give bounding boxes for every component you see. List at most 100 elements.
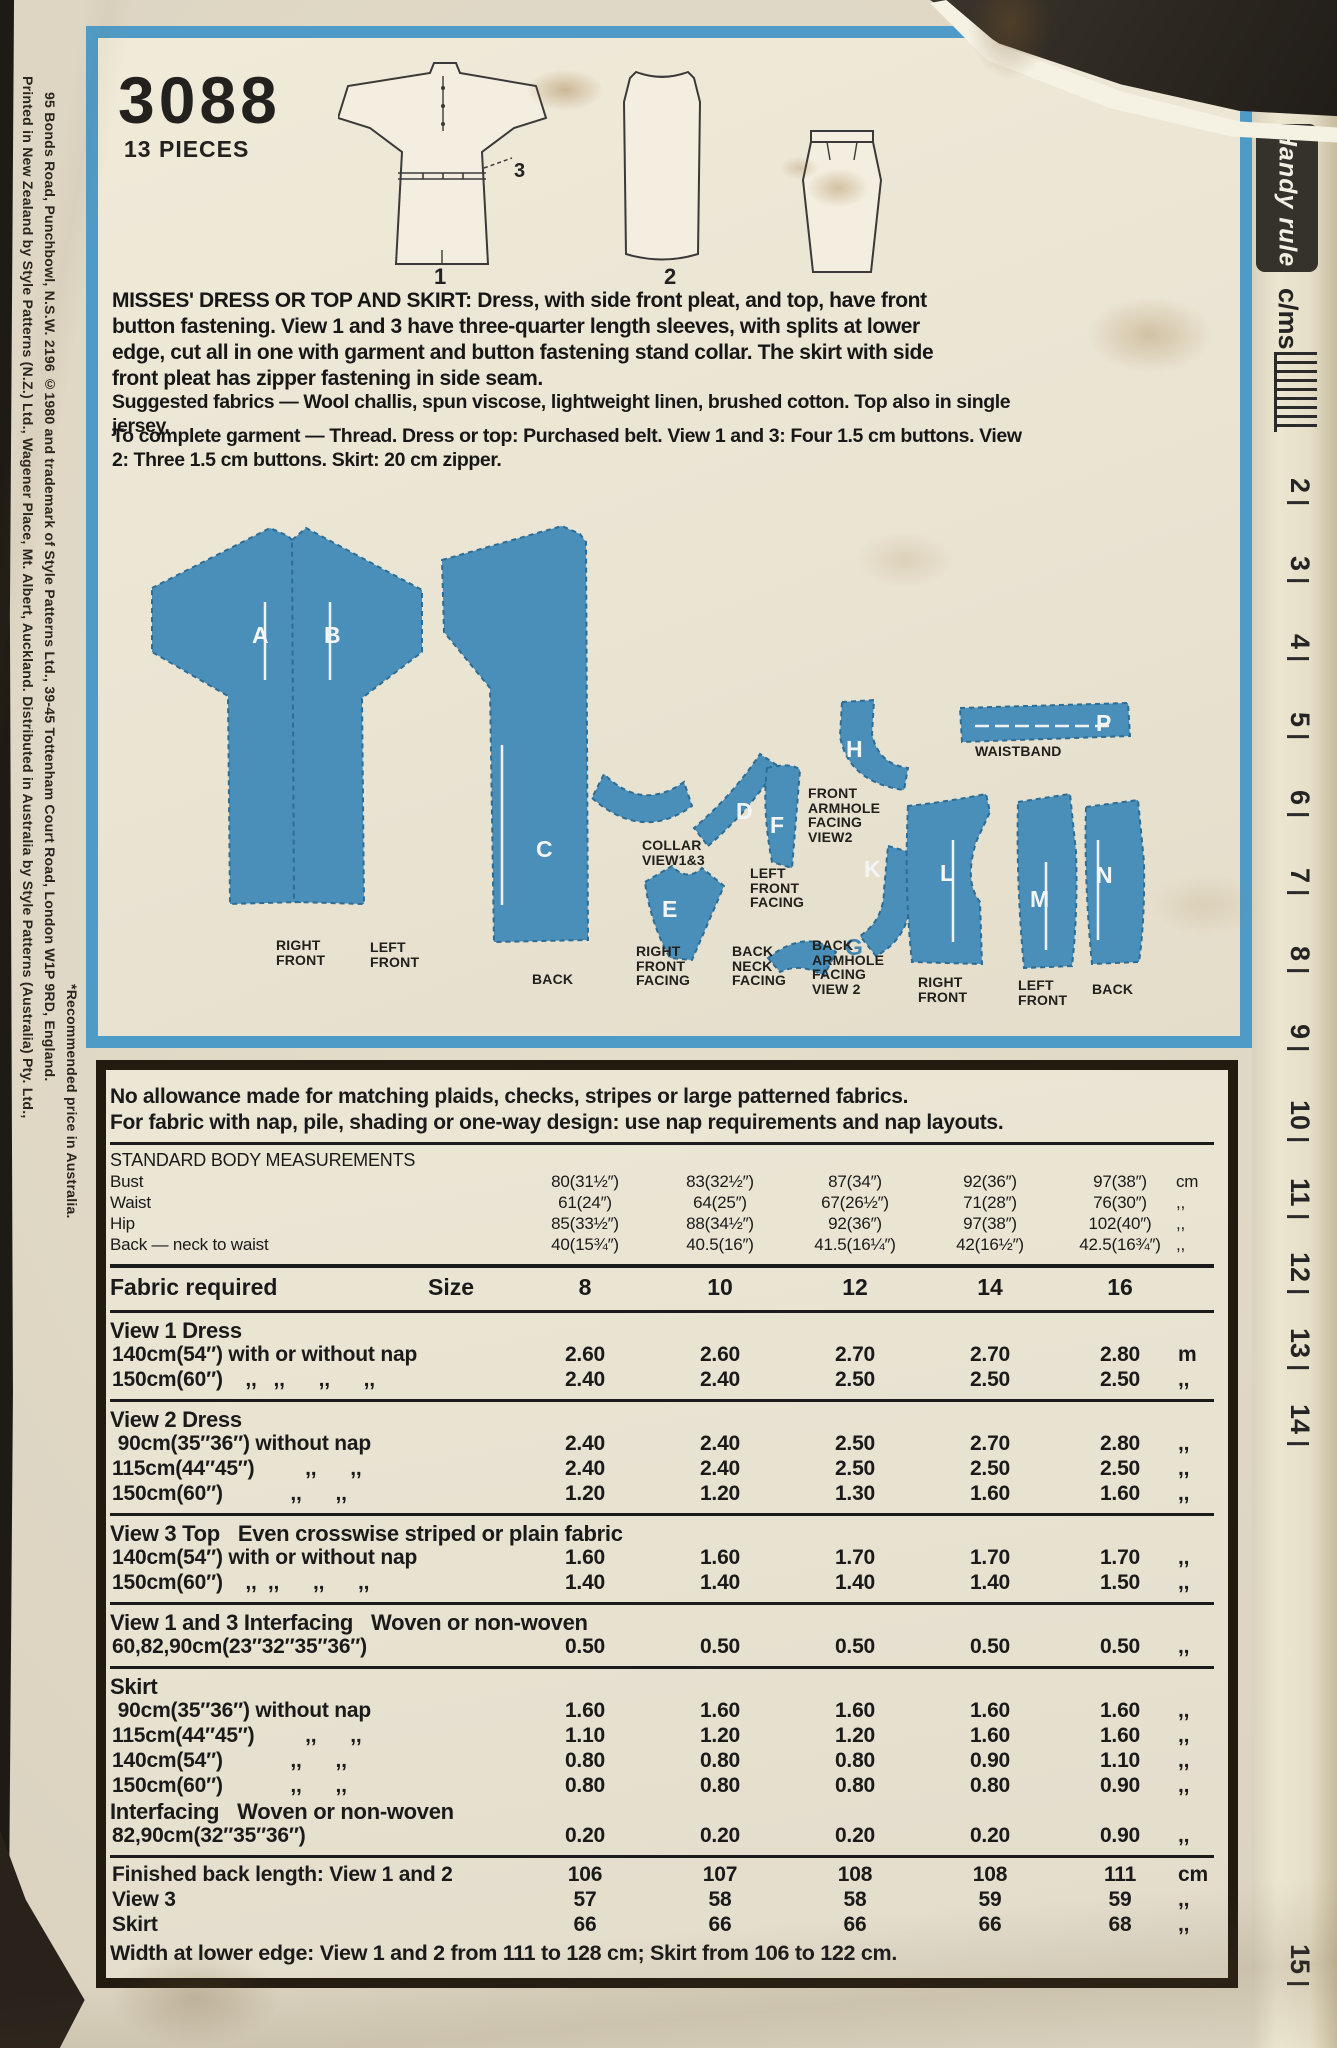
- width-at-lower-edge-note: Width at lower edge: View 1 and 2 from 1…: [110, 1941, 898, 1965]
- photo-left-edge: [0, 0, 15, 2048]
- cell-value: 2.50: [834, 1457, 876, 1480]
- ruler-fine-ticks: [1274, 352, 1317, 432]
- table-row: 115cm(44″45″) ,, ,, 2.40 2.40 2.50 2.50 …: [110, 1457, 1222, 1482]
- section-title: View 1 Dress: [110, 1318, 242, 1343]
- cell-value: 66: [573, 1913, 597, 1936]
- cell-value: 2.40: [564, 1457, 606, 1480]
- cell-value: 2.50: [1099, 1457, 1141, 1480]
- table-row: 140cm(54″) with or without nap 2.60 2.60…: [110, 1343, 1222, 1368]
- cell-value: 2.50: [1099, 1368, 1141, 1391]
- cell-value: 0.90: [1099, 1824, 1141, 1847]
- table-row: 150cm(60″) ,, ,, 1.20 1.20 1.30 1.60 1.6…: [110, 1482, 1222, 1507]
- piece-letter-F: F: [770, 812, 785, 838]
- table-row: 150cm(60″) ,, ,, ,, ,, 1.40 1.40 1.40 1.…: [110, 1571, 1222, 1596]
- table-row: 60,82,90cm(23″32″35″36″) 0.50 0.50 0.50 …: [110, 1635, 1222, 1660]
- size-label: Size: [428, 1274, 475, 1300]
- divider: [110, 1310, 1214, 1313]
- cell-value: 1.60: [1099, 1724, 1141, 1747]
- dress-outline: [622, 70, 702, 261]
- cell-value: 2.50: [969, 1368, 1011, 1391]
- cell-value: 2.80: [1099, 1432, 1141, 1455]
- cell-value: 61(24″): [558, 1193, 612, 1212]
- piece-label: BACK: [532, 971, 574, 987]
- cell-value: 0.90: [1099, 1774, 1141, 1797]
- size-column: 12: [842, 1274, 868, 1300]
- pattern-piece-shape-L: [905, 792, 992, 966]
- pattern-piece-shape-N: [1084, 798, 1146, 966]
- cell-value: 2.60: [699, 1343, 741, 1366]
- pattern-piece-shape-P: [958, 701, 1132, 744]
- cell-unit: ,,: [1178, 1888, 1190, 1911]
- cell-value: 88(34½″): [686, 1214, 754, 1233]
- pattern-piece-shape-K: [858, 844, 918, 958]
- piece-label: BACK ARMHOLE FACING VIEW 2: [812, 937, 885, 997]
- imprint-line-1: Printed in New Zealand by Style Patterns…: [20, 76, 36, 1119]
- cell-value: 85(33½″): [551, 1214, 619, 1233]
- cell-unit: ,,: [1178, 1724, 1190, 1747]
- cell-value: 58: [843, 1888, 867, 1911]
- cell-value: 1.40: [834, 1571, 876, 1594]
- cell-value: 2.40: [564, 1432, 606, 1455]
- ruler-number: 5: [1284, 712, 1315, 740]
- ruler-number: 8: [1284, 946, 1315, 974]
- divider: [110, 1602, 1214, 1605]
- ruler-number: 10: [1284, 1100, 1315, 1143]
- cell-value: 0.90: [969, 1749, 1011, 1772]
- cell-value: 1.40: [564, 1571, 606, 1594]
- cell-unit: ,,: [1178, 1774, 1190, 1797]
- divider: [110, 1666, 1214, 1669]
- cell-value: 0.20: [834, 1824, 876, 1847]
- skirt-drawing: [801, 130, 883, 273]
- cell-value: 1.30: [834, 1482, 876, 1505]
- cell-unit: ,,: [1178, 1482, 1190, 1505]
- imprint-line-3: *Recommended price in Australia.: [64, 984, 80, 1219]
- cell-value: 0.20: [969, 1824, 1011, 1847]
- cell-value: 66: [978, 1913, 1002, 1936]
- section-title: View 3 Top Even crosswise striped or plai…: [110, 1521, 623, 1546]
- cell-value: 2.50: [834, 1368, 876, 1391]
- photo-corner-shadow: [0, 1830, 85, 2048]
- cell-value: 2.40: [699, 1457, 741, 1480]
- cell-unit: ,,: [1176, 1235, 1186, 1254]
- cell-value: 0.80: [699, 1774, 741, 1797]
- size-column: 10: [707, 1274, 733, 1300]
- cell-value: 42(16½″): [956, 1235, 1024, 1254]
- cell-value: 2.70: [969, 1432, 1011, 1455]
- cell-value: 2.80: [1099, 1343, 1141, 1366]
- table-row: 140cm(54″) ,, ,, 0.80 0.80 0.80 0.90 1.1…: [110, 1749, 1222, 1774]
- row-label: 150cm(60″) ,, ,,: [112, 1774, 347, 1797]
- table-header-row: Fabric required Size 8 10 12 14 16: [110, 1274, 1222, 1304]
- cell-value: 1.40: [969, 1571, 1011, 1594]
- darts: [826, 141, 858, 161]
- row-label: Skirt: [112, 1913, 158, 1936]
- divider: [110, 1513, 1214, 1516]
- cell-value: 97(38″): [963, 1214, 1017, 1233]
- pattern-piece-shape-E: [643, 864, 726, 962]
- cell-value: 1.50: [1099, 1571, 1141, 1594]
- cell-unit: ,,: [1178, 1546, 1190, 1569]
- row-label: Back — neck to waist: [110, 1235, 269, 1254]
- cell-unit: ,,: [1178, 1749, 1190, 1772]
- cell-value: 1.60: [699, 1546, 741, 1569]
- cell-value: 41.5(16¼″): [814, 1235, 896, 1254]
- pattern-number: 3088: [118, 63, 281, 137]
- cell-value: 1.60: [969, 1482, 1011, 1505]
- pattern-piece-shape-A: [151, 526, 302, 906]
- yardage-panel: [96, 1060, 1238, 1988]
- view-1-label: 1: [434, 264, 447, 289]
- suggested-fabrics-label: Suggested fabrics: [112, 391, 275, 413]
- view-2-label: 2: [664, 264, 677, 289]
- row-label: 90cm(35″36″) without nap: [112, 1699, 372, 1722]
- cell-unit: ,,: [1178, 1635, 1190, 1658]
- piece-letter-H: H: [846, 736, 863, 762]
- row-label: Finished back length: View 1 and 2: [112, 1863, 453, 1886]
- notions-body: — Thread. Dress or top: Purchased belt. …: [112, 425, 1022, 471]
- cell-value: 0.50: [1099, 1635, 1141, 1658]
- piece-letter-A: A: [252, 622, 269, 648]
- skirt-outline: [801, 141, 883, 273]
- row-label: 90cm(35″36″) without nap: [112, 1432, 372, 1455]
- piece-label: RIGHT FRONT: [918, 974, 968, 1005]
- piece-letter-G: G: [845, 934, 863, 960]
- row-label: Waist: [110, 1193, 151, 1212]
- cell-value: 0.80: [969, 1774, 1011, 1797]
